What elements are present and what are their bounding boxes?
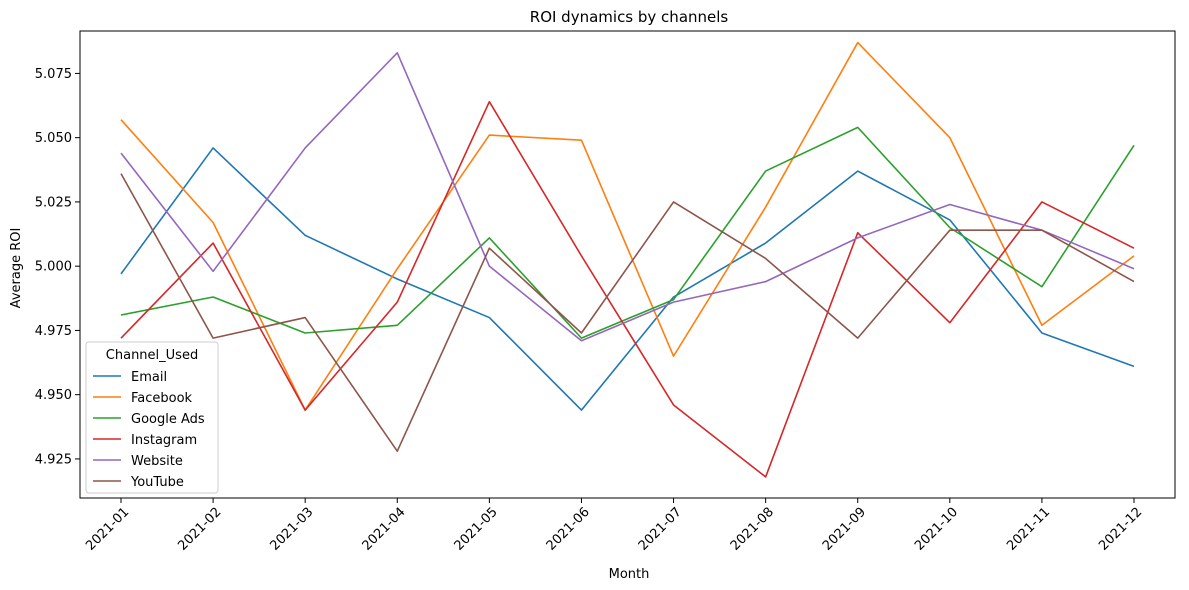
legend-label: Email — [131, 370, 167, 385]
x-tick-label: 2021-03 — [267, 505, 316, 554]
x-tick-label: 2021-09 — [820, 505, 869, 554]
x-tick-label: 2021-11 — [1004, 505, 1053, 554]
y-tick-label: 5.075 — [35, 67, 72, 82]
y-tick-label: 5.000 — [35, 260, 72, 275]
series-layer — [120, 41, 1135, 478]
y-axis-title: Average ROI — [9, 228, 24, 309]
chart-title: ROI dynamics by channels — [530, 8, 729, 26]
legend-entries: Email Facebook Google Ads Instagram Website Y… — [93, 370, 205, 490]
series-line-email — [120, 147, 1135, 411]
legend-box — [85, 341, 219, 494]
legend: Channel_Used Email Facebook Google Ads Inst… — [85, 341, 219, 494]
x-axis-title: Month — [609, 567, 650, 582]
x-tick-label: 2021-07 — [636, 505, 685, 554]
x-tick-label: 2021-08 — [728, 505, 777, 554]
legend-label: Instagram — [131, 433, 197, 448]
x-tick-label: 2021-06 — [544, 505, 593, 554]
x-tick-label: 2021-10 — [912, 505, 961, 554]
legend-label: Website — [131, 454, 183, 469]
y-tick-label: 4.925 — [35, 452, 72, 467]
y-tick-label: 5.050 — [35, 131, 72, 146]
y-tick-label: 4.950 — [35, 388, 72, 403]
series-line-facebook — [120, 41, 1135, 411]
x-tick-label: 2021-05 — [452, 505, 501, 554]
legend-title: Channel_Used — [106, 348, 198, 363]
y-tick-label: 5.025 — [35, 195, 72, 210]
plot-frame — [79, 30, 1176, 499]
x-tick-label: 2021-04 — [360, 505, 409, 554]
series-line-google-ads — [120, 126, 1135, 339]
series-line-instagram — [120, 100, 1135, 478]
x-tick-label: 2021-02 — [175, 505, 224, 554]
series-line-website — [120, 52, 1135, 342]
x-tick-label: 2021-12 — [1096, 505, 1145, 554]
legend-label: Facebook — [131, 391, 193, 406]
series-line-youtube — [120, 173, 1135, 453]
y-tick-label: 4.975 — [35, 324, 72, 339]
x-tick-label: 2021-01 — [83, 505, 132, 554]
legend-label: YouTube — [130, 475, 184, 490]
legend-label: Google Ads — [131, 412, 205, 427]
